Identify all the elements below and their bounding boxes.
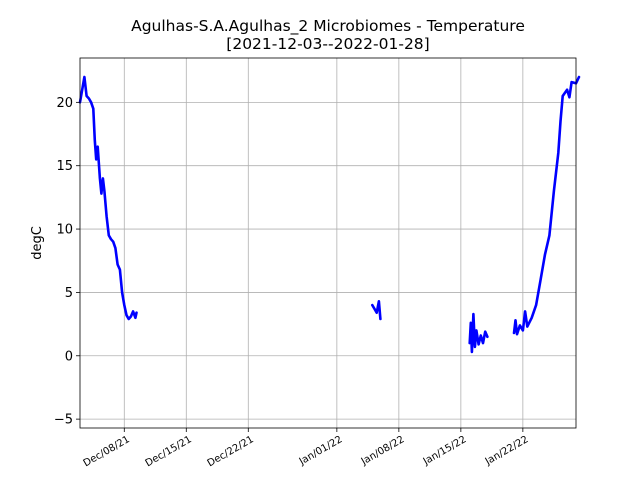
y-tick-label: 10 xyxy=(56,223,73,238)
y-tick-label: 20 xyxy=(56,96,73,111)
x-tick-label: Dec/15/21 xyxy=(144,434,194,469)
data-series xyxy=(78,75,581,354)
x-tick-label: Jan/15/22 xyxy=(421,434,469,468)
y-tick-label: 15 xyxy=(56,159,73,174)
y-tick-label: −5 xyxy=(54,413,73,428)
y-axis-ticks: −5 0 5 10 15 20 xyxy=(54,96,80,428)
chart-title-line-1: Agulhas-S.A.Agulhas_2 Microbiomes - Temp… xyxy=(131,17,525,36)
y-tick-label: 5 xyxy=(65,286,73,301)
x-tick-label: Dec/08/21 xyxy=(82,434,132,469)
series-line-segment xyxy=(468,312,489,354)
grid-lines xyxy=(80,58,576,428)
x-tick-label: Dec/22/21 xyxy=(206,434,256,469)
series-line-segment xyxy=(512,75,581,336)
x-tick-label: Jan/22/22 xyxy=(483,434,531,468)
x-tick-label: Jan/01/22 xyxy=(297,434,345,468)
plot-frame xyxy=(79,57,577,429)
x-tick-label: Jan/08/22 xyxy=(359,434,407,468)
y-tick-label: 0 xyxy=(65,349,73,364)
y-axis-label: degC xyxy=(30,226,45,260)
series-line-segment xyxy=(78,75,138,321)
chart-title-line-2: [2021-12-03--2022-01-28] xyxy=(226,35,429,53)
series-line-segment xyxy=(371,300,382,321)
x-axis-ticks: Dec/08/21 Dec/15/21 Dec/22/21 Jan/01/22 Jan/… xyxy=(82,428,531,469)
